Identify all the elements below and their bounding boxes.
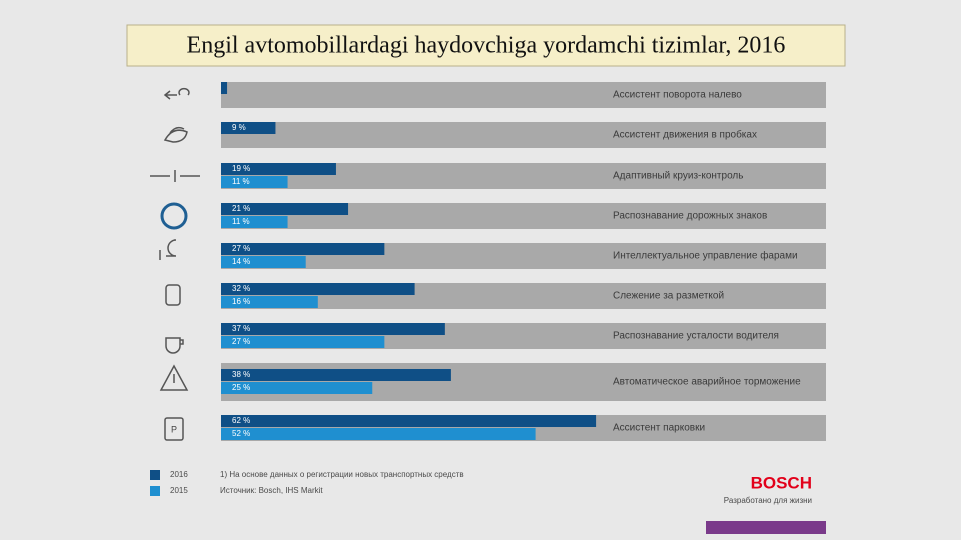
category-label: Распознавание усталости водителя (613, 331, 779, 342)
value-label: 32 % (232, 284, 250, 293)
bar (221, 122, 276, 134)
brand-strip (706, 521, 826, 534)
bar (221, 428, 536, 440)
value-label: 19 % (232, 164, 250, 173)
bar (221, 216, 288, 228)
value-label: 52 % (232, 429, 250, 438)
slogan: Разработано для жизни (724, 496, 812, 505)
bar (221, 176, 288, 188)
bar (221, 82, 228, 94)
legend-label: 2015 (170, 486, 188, 495)
bar (221, 203, 349, 215)
bar (221, 369, 451, 381)
value-label: 38 % (232, 370, 250, 379)
value-label: 14 % (232, 257, 250, 266)
category-label: Ассистент парковки (613, 423, 705, 434)
brand: BOSCH (751, 473, 812, 492)
footnote: 1) На основе данных о регистрации новых … (220, 470, 464, 479)
value-label: 37 % (232, 324, 250, 333)
value-label: 21 % (232, 204, 250, 213)
bar (221, 283, 415, 295)
category-label: Ассистент поворота налево (613, 90, 742, 101)
bar (221, 256, 306, 268)
icons (150, 87, 200, 441)
value-label: 25 % (232, 383, 250, 392)
bar (221, 323, 445, 335)
category-label: Автоматическое аварийное торможение (613, 377, 801, 388)
bar (221, 336, 385, 348)
category-label: Интеллектуальное управление фарами (613, 250, 798, 262)
value-label: 62 % (232, 416, 250, 425)
legend-swatch (150, 470, 160, 480)
value-label: 9 % (232, 123, 246, 132)
footnote: Источник: Bosch, IHS Markit (220, 486, 323, 495)
category-label: Слежение за разметкой (613, 291, 724, 302)
category-label: Адаптивный круиз-контроль (613, 171, 743, 182)
value-label: 27 % (232, 337, 250, 346)
icon-p: P (171, 424, 177, 434)
value-label: 11 % (232, 177, 250, 186)
title-box (126, 24, 846, 67)
chart-title: Engil avtomobillardagi haydovchiga yorda… (187, 33, 786, 59)
category-label: Ассистент движения в пробках (613, 129, 757, 141)
bar-track (221, 122, 826, 148)
bar (221, 163, 336, 175)
legend-swatch (150, 486, 160, 496)
value-label: 16 % (232, 297, 250, 306)
bar (221, 382, 373, 394)
category-label: Распознавание дорожных знаков (613, 211, 767, 222)
bar (221, 296, 318, 308)
bar (221, 415, 597, 427)
value-label: 27 % (232, 244, 250, 253)
legend-label: 2016 (170, 470, 188, 479)
bar-track (221, 82, 826, 108)
value-label: 11 % (232, 217, 250, 226)
bar (221, 243, 385, 255)
